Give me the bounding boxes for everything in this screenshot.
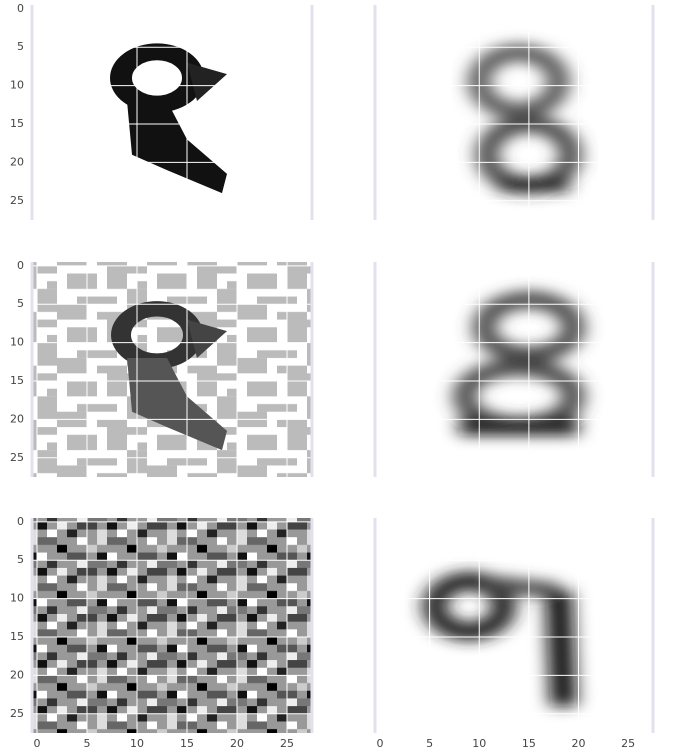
- y-tick-label: 15: [10, 630, 24, 643]
- x-tick-label: 0: [376, 737, 383, 750]
- y-tick-label: 25: [10, 707, 24, 720]
- y-tick-label: 10: [10, 79, 24, 92]
- x-tick-label: 20: [572, 737, 586, 750]
- y-tick-label: 20: [10, 668, 24, 681]
- image: [32, 262, 312, 478]
- y-tick-label: 0: [17, 259, 24, 272]
- x-tick-label: 15: [180, 737, 194, 750]
- y-tick-label: 0: [17, 515, 24, 528]
- x-tick-label: 5: [426, 737, 433, 750]
- y-tick-label: 25: [10, 194, 24, 207]
- y-tick-label: 10: [10, 592, 24, 605]
- y-tick-label: 10: [10, 336, 24, 349]
- y-tick-label: 15: [10, 374, 24, 387]
- y-tick-label: 5: [17, 297, 24, 310]
- x-tick-label: 20: [230, 737, 244, 750]
- x-tick-label: 0: [34, 737, 41, 750]
- image: [375, 5, 653, 220]
- y-tick-label: 20: [10, 155, 24, 168]
- image: [32, 518, 312, 733]
- x-tick-label: 5: [84, 737, 91, 750]
- x-tick-label: 25: [280, 737, 294, 750]
- y-tick-label: 20: [10, 412, 24, 425]
- image: [375, 518, 653, 733]
- y-tick-label: 0: [17, 2, 24, 15]
- y-tick-label: 5: [17, 553, 24, 566]
- image: [32, 5, 312, 220]
- y-tick-label: 15: [10, 117, 24, 130]
- x-tick-label: 10: [472, 737, 486, 750]
- x-tick-label: 25: [621, 737, 635, 750]
- y-tick-label: 25: [10, 451, 24, 464]
- x-tick-label: 15: [522, 737, 536, 750]
- y-tick-label: 5: [17, 40, 24, 53]
- image: [375, 262, 653, 478]
- x-tick-label: 10: [130, 737, 144, 750]
